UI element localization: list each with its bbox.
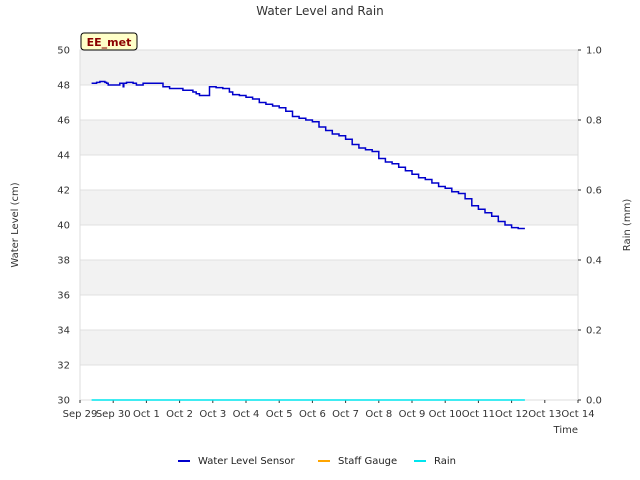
x-tick-label: Oct 6	[299, 409, 326, 420]
y2-tick-label: 0.0	[586, 396, 602, 407]
x-tick-label: Oct 5	[266, 409, 293, 420]
x-tick-label: Oct 13	[528, 409, 561, 420]
y-tick-label: 30	[57, 396, 70, 407]
y2-tick-label: 1.0	[586, 46, 602, 57]
x-tick-label: Oct 9	[399, 409, 426, 420]
x-tick-label: Oct 14	[561, 409, 594, 420]
x-tick-label: Oct 10	[429, 409, 462, 420]
x-tick-label: Oct 8	[365, 409, 392, 420]
background-band	[80, 120, 578, 155]
y-tick-label: 46	[57, 116, 70, 127]
series-line-water-level-sensor	[91, 80, 525, 230]
y-tick-label: 36	[57, 291, 70, 302]
x-tick-label: Oct 3	[199, 409, 226, 420]
series-lines	[91, 80, 525, 401]
x-tick-label: Oct 12	[495, 409, 528, 420]
x-tick-label: Oct 11	[462, 409, 495, 420]
y-tick-label: 34	[57, 326, 70, 337]
y-tick-label: 38	[57, 256, 70, 267]
y-axis-left: 30 32 34 36 38 40 42 44 46 48 50	[57, 46, 70, 407]
y2-tick-label: 0.6	[586, 186, 602, 197]
y2-tick-label: 0.4	[586, 256, 602, 267]
legend-label-staff-gauge: Staff Gauge	[338, 456, 397, 467]
site-label-box: EE_met	[80, 32, 138, 51]
x-tick-label: Oct 2	[166, 409, 193, 420]
y-axis-right: 0.0 0.2 0.4 0.6 0.8 1.0	[578, 46, 602, 407]
y2-tick-label: 0.2	[586, 326, 602, 337]
y-tick-label: 50	[57, 46, 70, 57]
y-tick-label: 44	[57, 151, 70, 162]
background-bands	[80, 50, 578, 365]
x-tick-label: Sep 30	[96, 409, 131, 420]
x-tick-label: Sep 29	[63, 409, 98, 420]
y-tick-label: 48	[57, 81, 70, 92]
chart-title: Water Level and Rain	[256, 4, 384, 18]
x-axis-title: Time	[553, 425, 578, 436]
y-tick-label: 42	[57, 186, 70, 197]
background-band	[80, 50, 578, 85]
y-tick-label: 32	[57, 361, 70, 372]
background-band	[80, 260, 578, 295]
x-tick-label: Oct 7	[332, 409, 359, 420]
site-label-background	[80, 32, 138, 51]
y-tick-label: 40	[57, 221, 70, 232]
legend-label-water-level-sensor: Water Level Sensor	[198, 456, 295, 467]
x-tick-label: Oct 4	[233, 409, 260, 420]
site-label: EE_met	[87, 36, 132, 49]
legend: Water Level Sensor Staff Gauge Rain	[178, 456, 456, 467]
background-band	[80, 330, 578, 365]
y2-tick-label: 0.8	[586, 116, 602, 127]
x-tick-label: Oct 1	[133, 409, 160, 420]
y2-axis-title: Rain (mm)	[622, 199, 633, 252]
background-band	[80, 190, 578, 225]
y-axis-title: Water Level (cm)	[10, 182, 21, 267]
legend-label-rain: Rain	[434, 456, 456, 467]
